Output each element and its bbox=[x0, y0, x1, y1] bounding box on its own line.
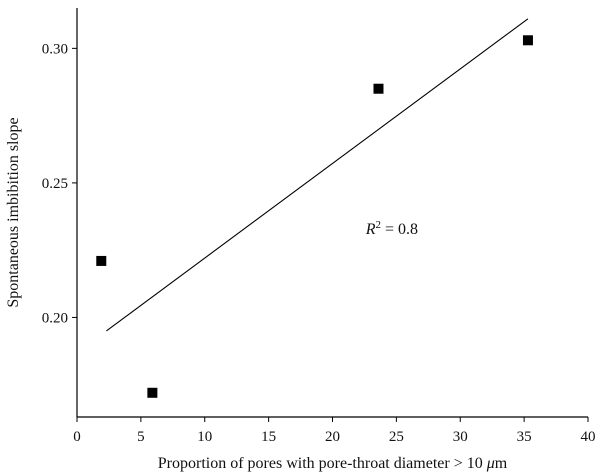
data-points bbox=[96, 35, 533, 398]
x-axis-title: Proportion of pores with pore-throat dia… bbox=[158, 455, 508, 472]
y-tick-label: 0.25 bbox=[42, 176, 68, 192]
x-axis-title-text: Proportion of pores with pore-throat dia… bbox=[158, 455, 487, 472]
y-ticks: 0.20 0.25 0.30 bbox=[42, 41, 77, 326]
data-point-marker bbox=[147, 387, 158, 398]
r-squared-annotation: R2 = 0.8 bbox=[365, 219, 418, 238]
data-point-marker bbox=[96, 255, 107, 266]
plot-area: 0 5 10 15 20 25 30 35 40 0.20 0.25 0.30 R2 = 0.8 bbox=[42, 8, 596, 445]
data-point-marker bbox=[522, 35, 533, 46]
x-tick-label: 5 bbox=[137, 429, 145, 445]
x-tick-label: 15 bbox=[261, 429, 276, 445]
x-tick-label: 10 bbox=[197, 429, 212, 445]
x-tick-label: 20 bbox=[325, 429, 340, 445]
y-tick-label: 0.20 bbox=[42, 310, 68, 326]
data-point-marker bbox=[373, 83, 384, 94]
r-squared-sup: 2 bbox=[375, 219, 381, 231]
x-tick-label: 35 bbox=[517, 429, 532, 445]
r-squared-value: = 0.8 bbox=[381, 221, 418, 238]
x-tick-label: 0 bbox=[73, 429, 81, 445]
x-ticks: 0 5 10 15 20 25 30 35 40 bbox=[73, 417, 596, 445]
y-tick-label: 0.30 bbox=[42, 41, 68, 57]
x-tick-label: 30 bbox=[453, 429, 468, 445]
r-squared-base: R bbox=[365, 221, 376, 238]
x-axis-title-mu: μ bbox=[486, 455, 495, 472]
x-axis-title-unit: m bbox=[495, 455, 508, 472]
fit-line bbox=[106, 18, 529, 332]
x-tick-label: 40 bbox=[581, 429, 596, 445]
y-axis-title: Spontaneous imbibition slope bbox=[5, 117, 22, 307]
x-tick-label: 25 bbox=[389, 429, 404, 445]
